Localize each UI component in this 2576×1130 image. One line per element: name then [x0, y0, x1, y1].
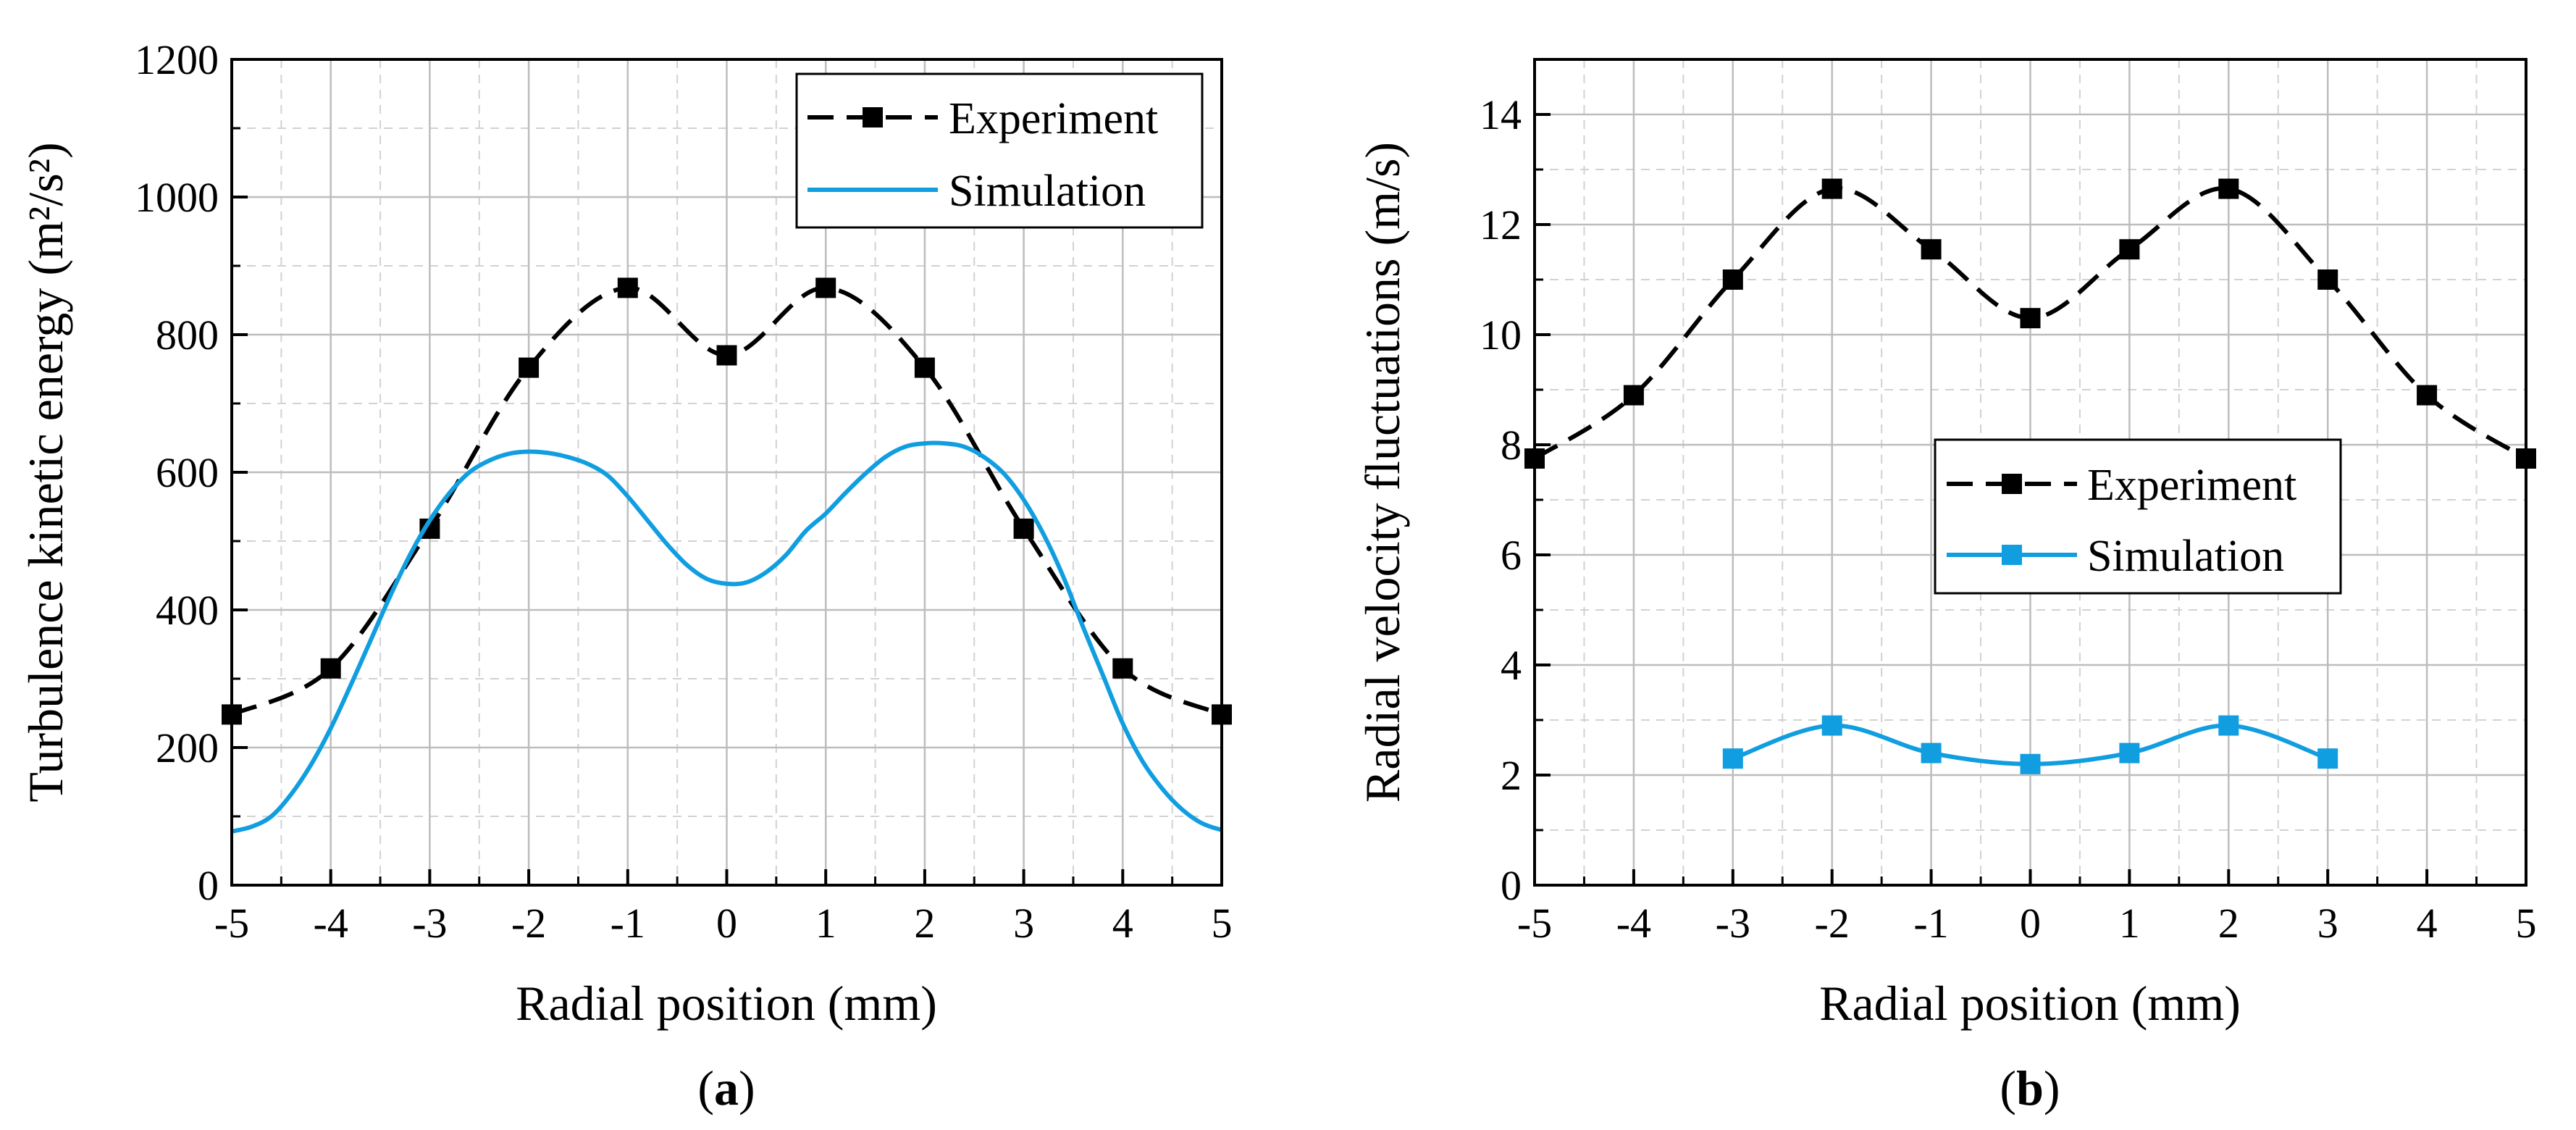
legend-a: Experiment Simulation: [795, 72, 1204, 229]
x-axis-title-b: Radial position (mm): [1819, 976, 2241, 1031]
y-axis-title-b: Radial velocity fluctuations (m/s): [1355, 142, 1410, 803]
data-point-experiment: [815, 277, 836, 298]
x-tick-label: 4: [2417, 900, 2438, 947]
data-point-simulation: [1921, 742, 1942, 763]
y-tick-label: 14: [1480, 91, 1522, 138]
data-point-experiment: [914, 357, 935, 378]
y-tick-label: 800: [156, 311, 219, 359]
x-tick-label: -1: [1913, 900, 1948, 947]
legend-b: Experiment Simulation: [1934, 438, 2342, 595]
ticks-a: [230, 58, 1223, 887]
y-tick-label: 1200: [135, 36, 219, 83]
data-point-simulation: [2317, 748, 2338, 769]
legend-marker-simulation-b: [2002, 545, 2022, 565]
data-point-simulation: [1821, 715, 1842, 736]
panel-b-caption: (b): [2000, 1060, 2060, 1116]
panel-a-caption-open: (: [697, 1060, 714, 1116]
panel-a-caption: (a): [697, 1060, 755, 1116]
x-tick-label: 4: [1112, 900, 1133, 947]
panel-a-chart: -5 -4 -3 -2 -1 0 1 2 3 4 5 0 200 400 600 800 1000 1200 Ra…: [18, 36, 1233, 1116]
data-point-experiment: [2417, 385, 2438, 406]
x-axis-title-a: Radial position (mm): [516, 976, 937, 1031]
panel-b-caption-open: (: [2000, 1060, 2016, 1116]
x-tick-label: -3: [1716, 900, 1750, 947]
legend-box-a: [795, 72, 1204, 229]
y-tick-label: 600: [156, 449, 219, 496]
data-point-experiment: [2020, 308, 2041, 329]
data-point-experiment: [519, 357, 540, 378]
tick-labels-a: -5 -4 -3 -2 -1 0 1 2 3 4 5 0 200 400 600 800 1000 1200: [135, 36, 1233, 947]
legend-label-experiment-b: Experiment: [2087, 461, 2296, 510]
x-tick-label: -4: [314, 900, 348, 947]
data-point-experiment: [2317, 269, 2338, 290]
y-tick-label: 4: [1501, 642, 1522, 689]
legend-label-simulation-b: Simulation: [2087, 532, 2284, 581]
legend-marker-experiment-b: [2002, 474, 2022, 494]
x-tick-label: -4: [1616, 900, 1651, 947]
x-tick-label: 3: [1013, 900, 1034, 947]
x-tick-label: -5: [214, 900, 249, 947]
panel-a-caption-letter: a: [714, 1060, 739, 1116]
data-point-experiment: [1112, 658, 1133, 679]
data-point-experiment: [1821, 178, 1842, 199]
data-point-experiment: [1921, 239, 1942, 260]
y-tick-label: 8: [1501, 422, 1522, 469]
x-tick-label: 5: [2516, 900, 2537, 947]
data-point-experiment: [716, 345, 737, 366]
series-line-simulation: [231, 440, 1222, 834]
x-tick-label: -1: [611, 900, 645, 947]
y-tick-label: 200: [156, 724, 219, 771]
x-tick-label: 1: [815, 900, 836, 947]
data-point-experiment: [1722, 269, 1743, 290]
data-point-experiment: [320, 658, 341, 679]
x-tick-label: 0: [2020, 900, 2041, 947]
x-tick-label: -2: [1815, 900, 1850, 947]
x-tick-label: -2: [511, 900, 546, 947]
x-tick-label: -3: [412, 900, 447, 947]
data-point-experiment: [2218, 178, 2239, 199]
x-tick-label: 2: [2218, 900, 2239, 947]
series-b: [1524, 178, 2536, 774]
legend-label-experiment-a: Experiment: [949, 94, 1158, 143]
panel-a-caption-close: ): [739, 1060, 755, 1116]
y-tick-label: 1000: [135, 174, 219, 221]
x-tick-label: 2: [914, 900, 935, 947]
data-point-simulation: [1722, 748, 1743, 769]
x-tick-label: 0: [716, 900, 737, 947]
y-tick-label: 0: [1501, 862, 1522, 909]
y-tick-label: 6: [1501, 532, 1522, 579]
y-axis-title-a: Turbulence kinetic energy (m²/s²): [18, 142, 73, 802]
y-tick-label: 12: [1480, 201, 1522, 248]
x-tick-label: 3: [2317, 900, 2338, 947]
data-point-experiment: [617, 277, 638, 298]
data-point-simulation: [2119, 742, 2140, 763]
y-tick-label: 2: [1501, 752, 1522, 799]
y-tick-label: 10: [1480, 311, 1522, 359]
x-tick-label: 5: [1212, 900, 1233, 947]
legend-label-simulation-a: Simulation: [949, 167, 1146, 216]
x-tick-label: -5: [1517, 900, 1552, 947]
data-point-simulation: [2020, 753, 2041, 774]
ticks-b: [1533, 113, 2527, 887]
data-point-simulation: [2218, 715, 2239, 736]
series-a: [222, 277, 1232, 834]
y-tick-label: 0: [198, 862, 219, 909]
data-point-experiment: [2119, 239, 2140, 260]
data-point-experiment: [1013, 518, 1034, 539]
data-point-experiment: [1623, 385, 1644, 406]
legend-box-b: [1934, 438, 2342, 595]
y-tick-label: 400: [156, 587, 219, 634]
legend-marker-experiment-a: [863, 107, 883, 127]
panel-b-caption-close: ): [2044, 1060, 2060, 1116]
x-tick-label: 1: [2119, 900, 2140, 947]
panel-b-caption-letter: b: [2016, 1060, 2044, 1116]
